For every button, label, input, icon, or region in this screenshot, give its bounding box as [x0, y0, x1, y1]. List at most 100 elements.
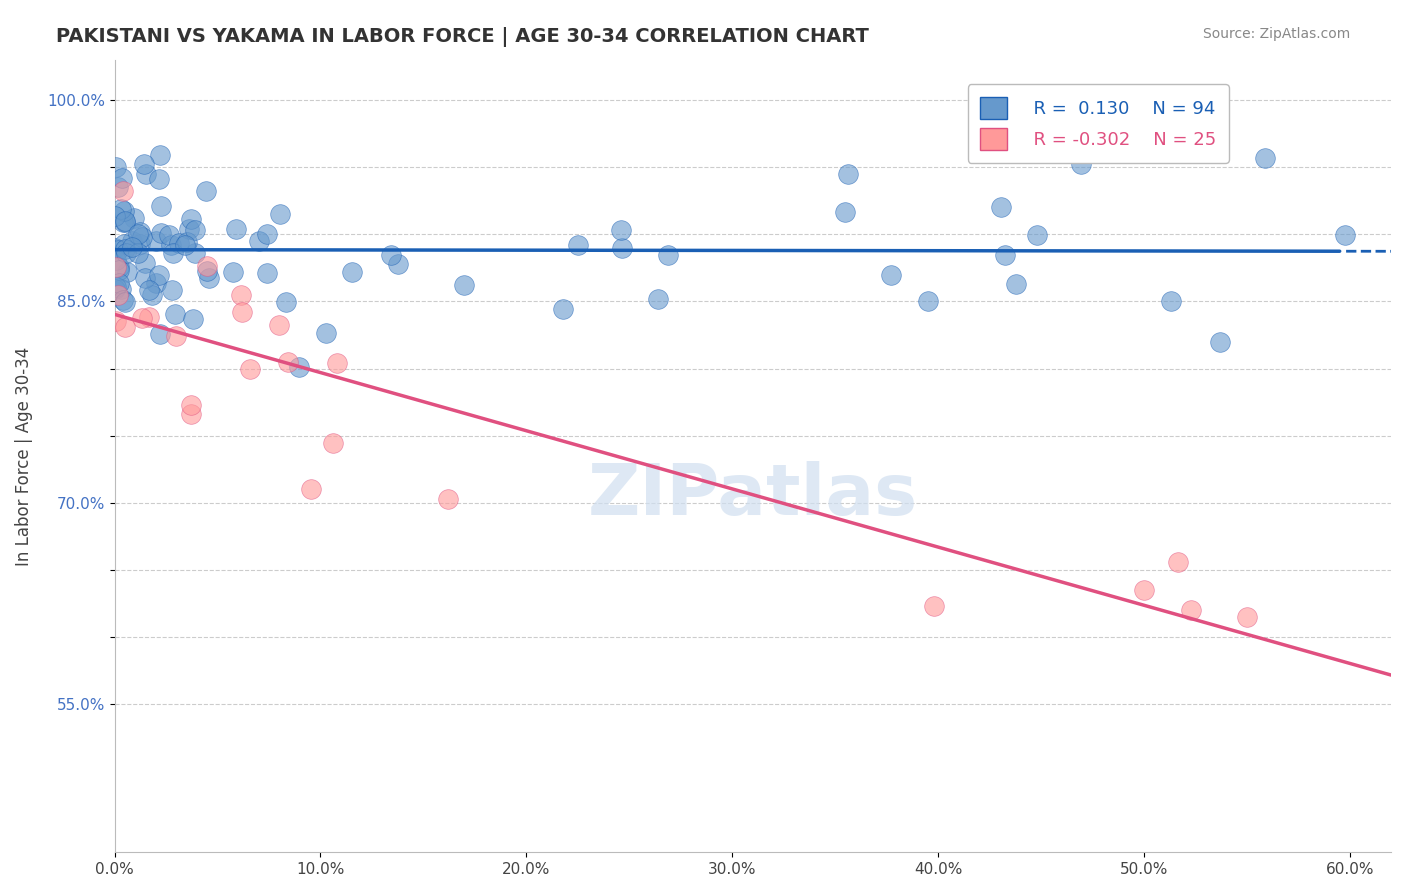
Point: [180, 211, 202, 226]
Point: [149, 326, 172, 341]
Point: [256, 266, 278, 280]
Point: [326, 356, 349, 370]
Point: [150, 199, 173, 213]
Point: [135, 167, 157, 181]
Point: [129, 236, 152, 251]
Point: [387, 257, 409, 271]
Point: [879, 268, 901, 283]
Point: [111, 184, 134, 198]
Point: [104, 260, 127, 275]
Point: [148, 171, 170, 186]
Point: [315, 326, 337, 340]
Point: [647, 293, 669, 307]
Point: [277, 355, 299, 369]
Point: [163, 307, 186, 321]
Point: [657, 248, 679, 262]
Point: [124, 211, 146, 225]
Point: [115, 265, 138, 279]
Point: [994, 248, 1017, 262]
Point: [162, 246, 184, 260]
Point: [267, 318, 290, 333]
Point: [114, 319, 136, 334]
Point: [110, 281, 132, 295]
Point: [181, 311, 204, 326]
Point: [1254, 151, 1277, 165]
Point: [180, 407, 202, 421]
Point: [112, 237, 135, 252]
Point: [131, 229, 153, 244]
Point: [184, 223, 207, 237]
Point: [111, 293, 134, 308]
Point: [276, 295, 298, 310]
Point: [837, 167, 859, 181]
Point: [145, 234, 167, 248]
Point: [104, 209, 127, 223]
Point: [1070, 157, 1092, 171]
Point: [1004, 277, 1026, 292]
Point: [184, 246, 207, 260]
Point: [917, 293, 939, 308]
Point: [176, 235, 198, 249]
Point: [104, 241, 127, 255]
Point: [127, 227, 149, 241]
Point: [231, 288, 253, 302]
Point: [288, 359, 311, 374]
Point: [195, 259, 218, 273]
Point: [108, 263, 131, 277]
Point: [1167, 555, 1189, 569]
Point: [131, 311, 153, 326]
Point: [1209, 334, 1232, 349]
Point: [105, 280, 128, 294]
Point: [134, 156, 156, 170]
Point: [194, 185, 217, 199]
Point: [110, 202, 132, 216]
Point: [1025, 228, 1047, 243]
Point: [105, 160, 128, 174]
Point: [150, 227, 173, 241]
Point: [299, 482, 322, 496]
Point: [107, 244, 129, 258]
Point: [990, 200, 1012, 214]
Text: Source: ZipAtlas.com: Source: ZipAtlas.com: [1202, 27, 1350, 41]
Point: [1160, 293, 1182, 308]
Point: [173, 237, 195, 252]
Point: [138, 283, 160, 297]
Point: [924, 599, 946, 613]
Legend:   R =  0.130    N = 94,   R = -0.302    N = 25: R = 0.130 N = 94, R = -0.302 N = 25: [967, 85, 1229, 163]
Point: [121, 240, 143, 254]
Point: [165, 328, 187, 343]
Point: [453, 278, 475, 293]
Point: [134, 256, 156, 270]
Point: [180, 398, 202, 412]
Point: [157, 227, 180, 242]
Point: [141, 287, 163, 301]
Point: [105, 314, 128, 328]
Point: [197, 271, 219, 285]
Point: [160, 283, 183, 297]
Point: [551, 302, 574, 317]
Point: [269, 207, 291, 221]
Point: [121, 234, 143, 248]
Text: ZIPatlas: ZIPatlas: [588, 461, 918, 530]
Point: [104, 282, 127, 296]
Point: [127, 246, 149, 260]
Point: [108, 260, 131, 274]
Point: [112, 214, 135, 228]
Point: [114, 214, 136, 228]
Point: [149, 148, 172, 162]
Point: [322, 435, 344, 450]
Point: [177, 221, 200, 235]
Point: [138, 310, 160, 324]
Point: [380, 248, 402, 262]
Point: [112, 203, 135, 218]
Point: [222, 265, 245, 279]
Point: [159, 238, 181, 252]
Y-axis label: In Labor Force | Age 30-34: In Labor Force | Age 30-34: [15, 346, 32, 566]
Point: [115, 246, 138, 260]
Point: [169, 235, 191, 250]
Point: [114, 294, 136, 309]
Point: [148, 268, 170, 282]
Point: [129, 225, 152, 239]
Point: [239, 362, 262, 376]
Point: [834, 205, 856, 219]
